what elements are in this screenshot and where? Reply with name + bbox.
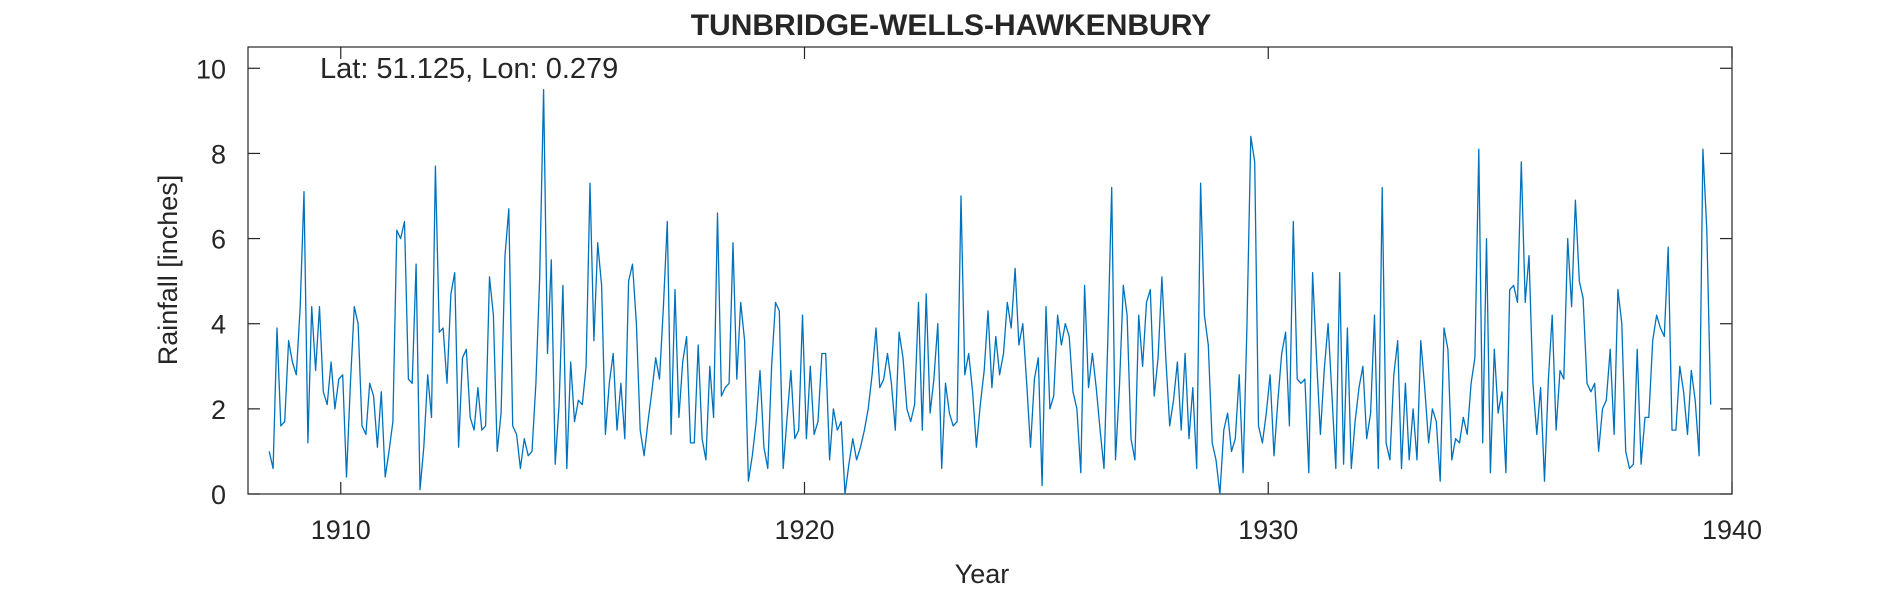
x-tick-label: 1920 bbox=[774, 515, 834, 545]
y-tick-label: 0 bbox=[211, 480, 226, 510]
x-axis: 1910 1920 1930 1940 bbox=[311, 47, 1762, 545]
chart-title: TUNBRIDGE-WELLS-HAWKENBURY bbox=[691, 9, 1212, 42]
y-axis: 0 2 4 6 8 10 bbox=[196, 54, 1732, 510]
y-tick-label: 4 bbox=[211, 310, 226, 340]
y-tick-label: 10 bbox=[196, 54, 226, 84]
rainfall-series-line bbox=[268, 88, 1712, 495]
y-tick-label: 2 bbox=[211, 395, 226, 425]
y-tick-label: 6 bbox=[211, 225, 226, 255]
x-axis-label: Year bbox=[955, 559, 1010, 589]
plot-frame bbox=[247, 46, 1733, 495]
x-tick-label: 1940 bbox=[1702, 515, 1762, 545]
y-tick-label: 8 bbox=[211, 139, 226, 169]
x-tick-label: 1910 bbox=[311, 515, 371, 545]
location-annotation: Lat: 51.125, Lon: 0.279 bbox=[320, 53, 618, 85]
x-tick-label: 1930 bbox=[1238, 515, 1298, 545]
y-axis-label: Rainfall [inches] bbox=[153, 175, 183, 366]
